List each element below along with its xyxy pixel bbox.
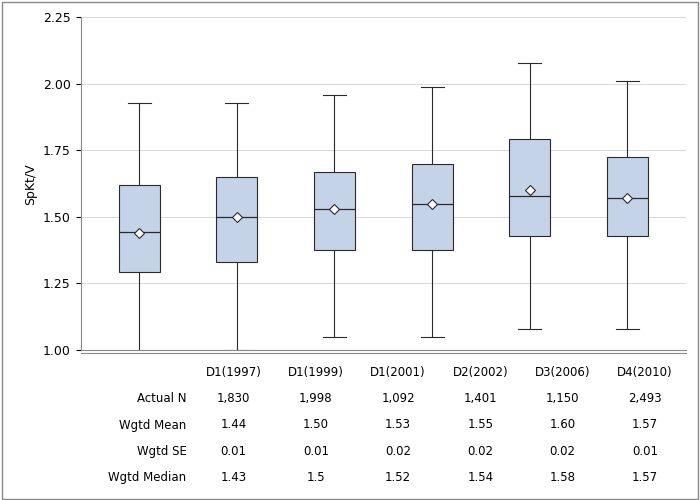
Text: 0.02: 0.02 <box>550 445 575 458</box>
Text: D1(1997): D1(1997) <box>206 366 262 379</box>
Text: 1.43: 1.43 <box>220 471 246 484</box>
Text: Wgtd SE: Wgtd SE <box>136 445 186 458</box>
Text: D2(2002): D2(2002) <box>453 366 508 379</box>
Bar <box>216 177 258 262</box>
Text: 1,830: 1,830 <box>217 392 251 405</box>
Text: 1.53: 1.53 <box>385 418 411 432</box>
Text: D1(2001): D1(2001) <box>370 366 426 379</box>
Text: 1.57: 1.57 <box>632 418 658 432</box>
Text: 1.58: 1.58 <box>550 471 575 484</box>
Text: 1.44: 1.44 <box>220 418 247 432</box>
Text: 1,150: 1,150 <box>546 392 580 405</box>
Bar <box>509 138 550 235</box>
Bar <box>314 172 355 250</box>
Text: 0.02: 0.02 <box>468 445 493 458</box>
Text: D4(2010): D4(2010) <box>617 366 673 379</box>
Text: 1.54: 1.54 <box>468 471 493 484</box>
Text: Actual N: Actual N <box>137 392 186 405</box>
Text: 1,092: 1,092 <box>382 392 415 405</box>
Text: 0.02: 0.02 <box>385 445 411 458</box>
Text: 0.01: 0.01 <box>220 445 246 458</box>
Text: 1,998: 1,998 <box>299 392 332 405</box>
Text: 0.01: 0.01 <box>632 445 658 458</box>
Text: Wgtd Median: Wgtd Median <box>108 471 186 484</box>
Bar <box>412 164 453 250</box>
Y-axis label: SpKt/V: SpKt/V <box>25 163 37 204</box>
Text: Wgtd Mean: Wgtd Mean <box>119 418 186 432</box>
Text: 1.60: 1.60 <box>550 418 575 432</box>
Text: D3(2006): D3(2006) <box>535 366 590 379</box>
Text: 0.01: 0.01 <box>303 445 329 458</box>
Text: 1.55: 1.55 <box>468 418 493 432</box>
Text: D1(1999): D1(1999) <box>288 366 344 379</box>
Text: 2,493: 2,493 <box>628 392 661 405</box>
Text: 1.5: 1.5 <box>307 471 326 484</box>
Text: 1.52: 1.52 <box>385 471 411 484</box>
Bar <box>118 185 160 272</box>
Text: 1.57: 1.57 <box>632 471 658 484</box>
Bar <box>607 157 648 236</box>
Text: 1,401: 1,401 <box>463 392 497 405</box>
Text: 1.50: 1.50 <box>303 418 329 432</box>
